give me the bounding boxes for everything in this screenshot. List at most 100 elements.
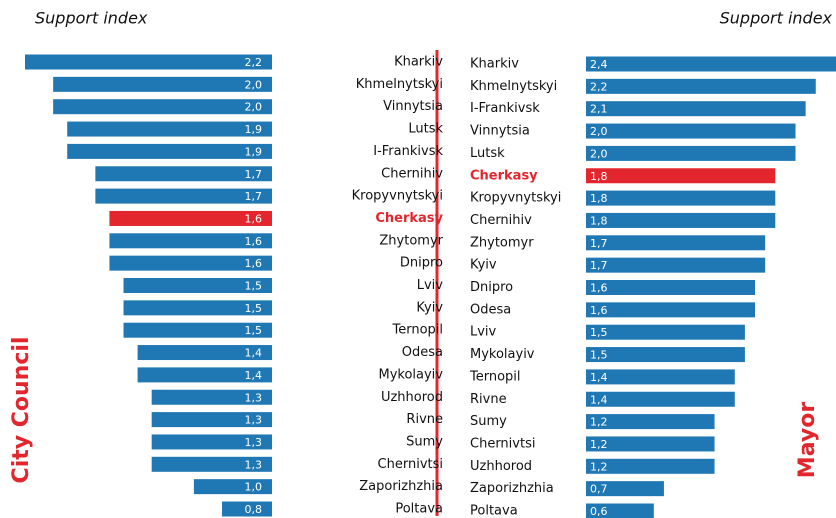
value-label: 1,5 bbox=[245, 324, 263, 337]
value-label: 1,0 bbox=[245, 481, 263, 494]
category-label: Rivne bbox=[470, 392, 507, 407]
value-label: 2,1 bbox=[590, 103, 608, 116]
value-label: 1,9 bbox=[245, 123, 263, 136]
bar bbox=[151, 434, 272, 450]
value-label: 1,8 bbox=[590, 214, 608, 227]
bar bbox=[95, 166, 273, 182]
value-label: 1,2 bbox=[590, 460, 608, 473]
bar bbox=[586, 78, 816, 94]
category-label: Kharkiv bbox=[470, 57, 519, 72]
bar bbox=[67, 121, 272, 137]
category-label: Mykolayiv bbox=[470, 347, 535, 362]
value-label: 2,0 bbox=[590, 125, 608, 138]
bar bbox=[222, 501, 272, 517]
bar bbox=[586, 414, 715, 430]
category-label: Chernivtsi bbox=[378, 457, 443, 472]
value-label: 1,6 bbox=[245, 257, 263, 270]
value-label: 1,3 bbox=[245, 391, 263, 404]
value-label: 1,7 bbox=[245, 190, 263, 203]
value-label: 0,6 bbox=[590, 505, 608, 518]
bar bbox=[151, 389, 272, 405]
category-label: Lutsk bbox=[408, 122, 443, 137]
bar bbox=[123, 278, 272, 293]
value-label: 1,7 bbox=[245, 168, 263, 181]
value-label: 1,8 bbox=[590, 170, 608, 183]
bar bbox=[586, 324, 745, 340]
value-label: 1,4 bbox=[245, 347, 263, 360]
value-label: 1,5 bbox=[590, 349, 608, 362]
value-label: 1,5 bbox=[590, 326, 608, 339]
bar bbox=[137, 367, 272, 383]
value-label: 1,2 bbox=[590, 438, 608, 451]
bar bbox=[586, 168, 776, 184]
category-label: Kropyvnytskyi bbox=[352, 189, 443, 204]
category-label: Poltava bbox=[470, 504, 518, 518]
bar bbox=[586, 347, 745, 363]
bar bbox=[123, 300, 272, 316]
value-label: 1,5 bbox=[245, 302, 263, 315]
value-label: 1,6 bbox=[590, 304, 608, 317]
category-label: Khmelnytskyi bbox=[470, 79, 557, 94]
category-label: Ternopil bbox=[391, 323, 443, 338]
value-label: 1,3 bbox=[245, 414, 263, 427]
category-label: Dnipro bbox=[400, 256, 443, 271]
category-label: Zhytomyr bbox=[470, 235, 534, 250]
value-label: 1,4 bbox=[590, 371, 608, 384]
bar bbox=[586, 123, 796, 139]
value-label: 2,2 bbox=[245, 56, 263, 69]
bar bbox=[586, 391, 735, 407]
value-label: 1,4 bbox=[590, 393, 608, 406]
bar bbox=[53, 76, 272, 92]
category-label: Uzhhorod bbox=[470, 459, 532, 474]
bar bbox=[109, 210, 272, 226]
bar bbox=[586, 369, 735, 385]
category-label: Cherkasy bbox=[470, 168, 538, 183]
bar bbox=[586, 280, 756, 295]
bar bbox=[109, 233, 272, 249]
category-label: Chernivtsi bbox=[470, 436, 535, 451]
category-label: Chernihiv bbox=[470, 213, 532, 228]
category-label: Vinnytsia bbox=[383, 99, 443, 114]
category-label: Mykolayiv bbox=[378, 367, 443, 382]
bar bbox=[109, 255, 272, 271]
bar bbox=[137, 345, 272, 361]
bar bbox=[586, 101, 806, 117]
value-label: 1,4 bbox=[245, 369, 263, 382]
category-label: Lviv bbox=[470, 325, 497, 340]
bar bbox=[586, 436, 715, 452]
bar bbox=[586, 302, 756, 318]
value-label: 2,4 bbox=[590, 58, 608, 71]
category-label: Lviv bbox=[417, 278, 444, 293]
bar bbox=[151, 456, 272, 472]
value-label: 2,2 bbox=[590, 80, 608, 93]
category-label: Kharkiv bbox=[394, 55, 443, 70]
category-label: Cherkasy bbox=[375, 211, 443, 226]
category-label: Uzhhorod bbox=[381, 390, 443, 405]
value-label: 1,8 bbox=[590, 192, 608, 205]
category-label: Khmelnytskyi bbox=[356, 77, 443, 92]
value-label: 1,3 bbox=[245, 436, 263, 449]
category-label: Zaporizhzhia bbox=[470, 481, 554, 496]
category-label: Vinnytsia bbox=[470, 124, 530, 139]
category-label: Zaporizhzhia bbox=[359, 479, 443, 494]
category-label: Kyiv bbox=[416, 300, 443, 315]
chart-title: Mayor bbox=[795, 402, 820, 479]
value-label: 1,2 bbox=[590, 416, 608, 429]
value-label: 2,0 bbox=[590, 147, 608, 160]
category-label: Sumy bbox=[470, 414, 507, 429]
category-label: Kyiv bbox=[470, 258, 497, 273]
bar bbox=[586, 481, 664, 497]
bar bbox=[586, 212, 776, 228]
category-label: Ternopil bbox=[469, 369, 521, 384]
x-axis-label: Support index bbox=[720, 9, 833, 28]
category-label: Odesa bbox=[470, 302, 511, 317]
value-label: 0,7 bbox=[590, 483, 608, 496]
bar bbox=[586, 235, 766, 251]
bar bbox=[193, 479, 272, 495]
value-label: 1,6 bbox=[245, 235, 263, 248]
x-axis-label: Support index bbox=[35, 9, 148, 28]
bar bbox=[586, 56, 836, 72]
value-label: 1,9 bbox=[245, 145, 263, 158]
category-label: Chernihiv bbox=[381, 166, 443, 181]
